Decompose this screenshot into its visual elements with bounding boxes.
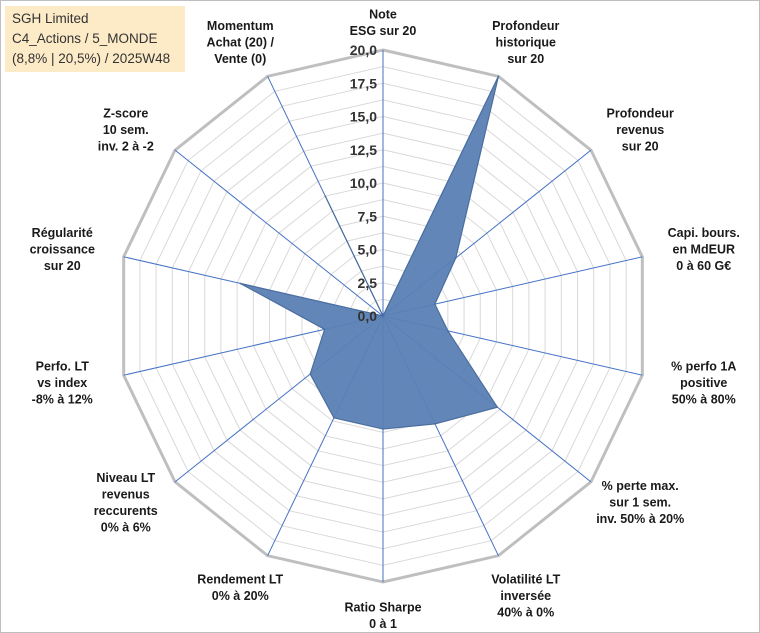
axis-label-line: inversée bbox=[500, 589, 551, 603]
axis-label: % perte max. sur 1 sem. inv. 50% à 20% bbox=[596, 479, 684, 526]
axis-label-line: Volatilité LT bbox=[491, 573, 560, 587]
axis-label-line: sur 20 bbox=[622, 139, 659, 153]
data-point bbox=[454, 257, 457, 259]
axis-label-line: Z-score bbox=[103, 106, 148, 120]
axis-label-line: 10 sem. bbox=[103, 123, 149, 137]
data-point bbox=[239, 282, 242, 285]
company-name: SGH Limited bbox=[12, 11, 89, 26]
info-box: SGH Limited C4_Actions / 5_MONDE (8,8% |… bbox=[5, 6, 185, 72]
data-point bbox=[333, 417, 335, 419]
tick-label: 0,0 bbox=[358, 308, 378, 324]
axis-label-line: Profondeur bbox=[492, 19, 559, 33]
axis-label-line: en MdEUR bbox=[673, 243, 736, 257]
axis-label: Z-score 10 sem. inv. 2 à -2 bbox=[98, 106, 154, 153]
tick-label: 10,0 bbox=[350, 175, 377, 191]
tick-label: 15,0 bbox=[350, 109, 377, 125]
axis-label-line: revenus bbox=[102, 487, 150, 501]
radial-tick-labels: 0,0 2,5 5,0 7,5 10,0 12,5 15,0 17,5 20,0 bbox=[350, 42, 377, 324]
axis-label-line: croissance bbox=[30, 243, 95, 257]
axis-label-line: ESG sur 20 bbox=[350, 24, 417, 38]
axis-label: Ratio Sharpe 0 à 1 bbox=[344, 601, 421, 632]
axis-label: Capi. bours. en MdEUR 0 à 60 G€ bbox=[668, 226, 740, 273]
radar-series bbox=[239, 75, 500, 430]
category-label: C4_Actions / 5_MONDE bbox=[12, 31, 158, 46]
tick-label: 17,5 bbox=[350, 75, 377, 91]
axis-label-line: 0 à 60 G€ bbox=[676, 259, 731, 273]
axis-label-line: Note bbox=[369, 8, 397, 22]
axis-label-line: vs index bbox=[37, 376, 87, 390]
axis-label: Perfo. LT vs index -8% à 12% bbox=[32, 359, 93, 406]
axis-label: Note ESG sur 20 bbox=[350, 8, 417, 39]
data-point bbox=[382, 315, 384, 317]
tick-label: 7,5 bbox=[358, 208, 378, 224]
axis-label-line: reccurents bbox=[94, 504, 158, 518]
axis-label-line: Niveau LT bbox=[96, 471, 155, 485]
data-point bbox=[496, 406, 499, 409]
data-point bbox=[382, 428, 384, 430]
axis-label: Rendement LT 0% à 20% bbox=[197, 573, 283, 604]
stats-label: (8,8% | 20,5%) / 2025W48 bbox=[12, 51, 171, 66]
axis-label-line: sur 20 bbox=[44, 259, 81, 273]
tick-label: 5,0 bbox=[358, 242, 378, 258]
axis-label-line: historique bbox=[496, 35, 556, 49]
axis-label-line: % perte max. bbox=[602, 479, 679, 493]
axis-label-line: Momentum bbox=[207, 19, 274, 33]
axis-label-line: positive bbox=[680, 376, 727, 390]
axis-label: Profondeur historique sur 20 bbox=[492, 19, 559, 66]
axis-label: Profondeur revenus sur 20 bbox=[607, 106, 674, 153]
axis-label: % perfo 1A positive 50% à 80% bbox=[671, 359, 736, 406]
axis-label: Volatilité LT inversée 40% à 0% bbox=[491, 573, 560, 620]
axis-label-line: Rendement LT bbox=[197, 573, 283, 587]
data-point bbox=[324, 195, 327, 197]
data-point bbox=[323, 328, 326, 331]
tick-label: 2,5 bbox=[358, 275, 378, 291]
spoke-line bbox=[174, 149, 384, 317]
axis-label-line: Capi. bours. bbox=[668, 226, 740, 240]
axis-label-line: revenus bbox=[616, 123, 664, 137]
data-point bbox=[497, 75, 500, 78]
axis-label-line: 0% à 6% bbox=[101, 520, 151, 534]
axis-label-line: Perfo. LT bbox=[36, 359, 90, 373]
axis-label: Momentum Achat (20) / Vente (0) bbox=[207, 19, 275, 66]
axis-label-line: -8% à 12% bbox=[32, 392, 93, 406]
tick-label: 12,5 bbox=[350, 142, 377, 158]
data-point bbox=[434, 423, 436, 425]
axis-label-line: Vente (0) bbox=[214, 52, 266, 66]
axis-label-line: Ratio Sharpe bbox=[344, 601, 421, 615]
axis-label-line: inv. 50% à 20% bbox=[596, 512, 684, 526]
axis-label-line: Achat (20) / bbox=[207, 35, 275, 49]
axis-label: Niveau LT revenus reccurents 0% à 6% bbox=[94, 471, 158, 535]
axis-label-line: 50% à 80% bbox=[672, 392, 736, 406]
data-point bbox=[309, 373, 312, 375]
tick-label: 20,0 bbox=[350, 42, 377, 58]
axis-label-line: Profondeur bbox=[607, 106, 674, 120]
axis-label-line: % perfo 1A bbox=[671, 359, 736, 373]
data-point bbox=[447, 329, 449, 332]
axis-label-line: sur 20 bbox=[507, 52, 544, 66]
axis-labels: Note ESG sur 20 Profondeur historique sur 20… bbox=[30, 8, 740, 632]
axis-label-line: inv. 2 à -2 bbox=[98, 139, 154, 153]
axis-label-line: 0 à 1 bbox=[369, 617, 397, 631]
axis-label-line: 0% à 20% bbox=[212, 589, 269, 603]
axis-label: Régularité croissance sur 20 bbox=[30, 226, 95, 273]
axis-label-line: sur 1 sem. bbox=[609, 496, 671, 510]
axis-label-line: Régularité bbox=[32, 226, 93, 240]
axis-label-line: 40% à 0% bbox=[497, 606, 554, 620]
data-point bbox=[434, 303, 436, 305]
